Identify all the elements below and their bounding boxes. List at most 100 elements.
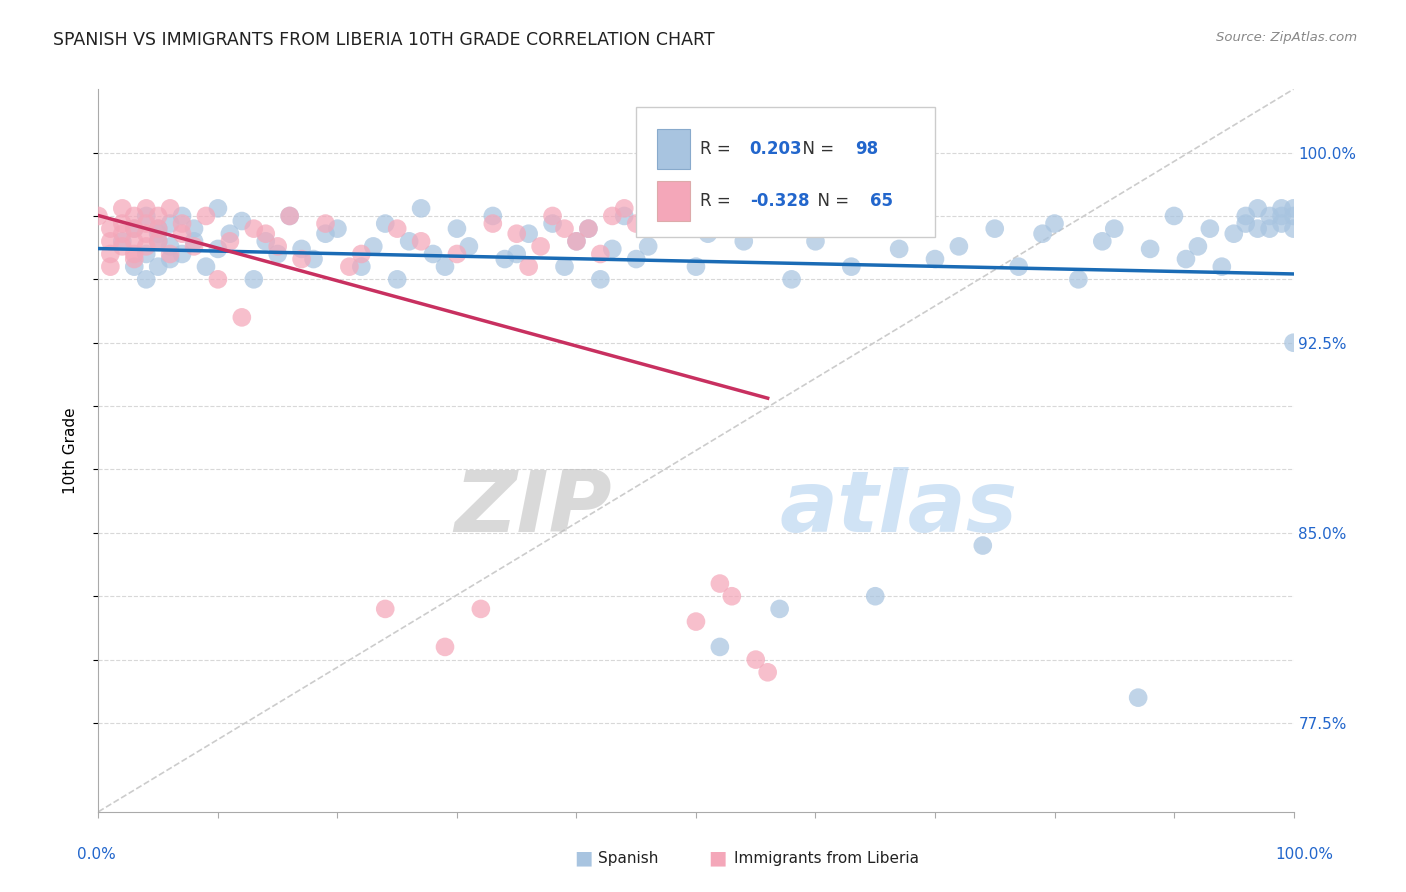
Point (111, 217, 134, 231)
Point (159, 252, 181, 266)
Point (195, 209, 218, 223)
Point (135, 227, 157, 241)
Point (541, 209, 564, 223)
Point (254, 227, 277, 241)
Text: ■: ■ (574, 848, 593, 868)
Point (124, 221, 146, 235)
Point (481, 209, 505, 223)
Point (602, 242, 624, 256)
Y-axis label: 10th Grade: 10th Grade (63, 407, 77, 494)
Point (434, 260, 457, 274)
Point (135, 272, 157, 286)
Point (589, 247, 612, 261)
Point (339, 260, 361, 274)
Text: 0.203: 0.203 (749, 140, 803, 158)
Point (745, 217, 768, 231)
Point (243, 272, 266, 286)
Point (207, 272, 229, 286)
Point (291, 252, 314, 266)
Point (183, 239, 205, 253)
Point (565, 235, 588, 249)
Point (183, 235, 205, 249)
Point (1067, 272, 1090, 286)
Point (159, 202, 181, 216)
Point (231, 310, 253, 325)
Point (1258, 221, 1281, 235)
Point (648, 209, 672, 223)
Text: 100.0%: 100.0% (1275, 847, 1333, 862)
FancyBboxPatch shape (637, 107, 935, 237)
Point (756, 665, 779, 680)
Point (828, 221, 851, 235)
Point (326, 221, 349, 235)
Point (697, 227, 720, 241)
Point (1282, 335, 1305, 350)
Point (243, 221, 266, 235)
Point (374, 602, 396, 616)
Point (411, 202, 433, 216)
Point (135, 217, 157, 231)
Point (172, 209, 194, 223)
Point (315, 217, 337, 231)
Point (613, 202, 636, 216)
Point (530, 239, 553, 253)
Point (315, 227, 337, 241)
Point (124, 260, 146, 274)
Text: atlas: atlas (779, 467, 1018, 549)
Text: ■: ■ (707, 848, 727, 868)
Point (578, 221, 600, 235)
Point (494, 252, 516, 266)
Point (135, 202, 157, 216)
Point (434, 640, 457, 654)
Point (111, 239, 134, 253)
Point (1223, 227, 1246, 241)
Point (135, 239, 157, 253)
Point (745, 652, 768, 666)
Point (350, 247, 373, 261)
Point (124, 209, 146, 223)
Point (148, 227, 170, 241)
Point (195, 260, 218, 274)
Point (124, 221, 146, 235)
Point (589, 272, 612, 286)
Point (924, 252, 946, 266)
Text: R =: R = (700, 140, 735, 158)
Point (972, 539, 994, 553)
Point (231, 214, 253, 228)
Point (98, 235, 122, 249)
Point (1163, 209, 1185, 223)
Point (446, 221, 468, 235)
Point (554, 260, 576, 274)
Text: Immigrants from Liberia: Immigrants from Liberia (734, 851, 920, 865)
Point (1199, 221, 1222, 235)
Point (148, 235, 170, 249)
Point (159, 239, 181, 253)
Bar (657, 129, 690, 169)
Point (685, 615, 707, 629)
Point (541, 217, 564, 231)
Point (506, 247, 529, 261)
Point (98, 221, 122, 235)
Point (578, 221, 600, 235)
Point (374, 217, 396, 231)
Point (1271, 217, 1294, 231)
Point (709, 640, 731, 654)
Point (159, 247, 181, 261)
Point (1175, 252, 1198, 266)
Point (517, 227, 540, 241)
Point (291, 242, 314, 256)
Point (1032, 227, 1054, 241)
Text: -0.328: -0.328 (749, 192, 810, 211)
Point (111, 235, 134, 249)
Point (385, 272, 409, 286)
Point (626, 252, 648, 266)
Point (637, 239, 659, 253)
Point (506, 227, 529, 241)
Point (363, 239, 385, 253)
Point (458, 239, 481, 253)
Point (626, 217, 648, 231)
Text: Spanish: Spanish (598, 851, 658, 865)
Point (219, 235, 242, 249)
Point (1247, 221, 1270, 235)
Point (602, 209, 624, 223)
